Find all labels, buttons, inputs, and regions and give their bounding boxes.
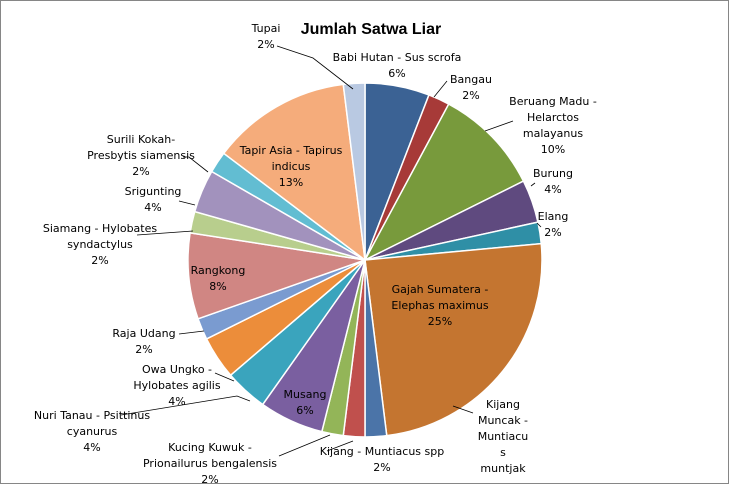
slice-label-line: Prionailurus bengalensis — [143, 457, 277, 470]
slice-label-line: Elang — [538, 210, 569, 223]
slice-label-line: Tupai — [251, 22, 281, 35]
slice-label-7: Kijang Muncak - Muntiacu s muntjak — [478, 398, 529, 475]
slice-label-line: Siamang - Hylobates — [43, 222, 158, 235]
slice-label-line: Kijang - Muntiacus spp — [320, 445, 444, 458]
leader-line-11 — [120, 395, 251, 416]
leader-line-4 — [530, 182, 536, 187]
slice-label-line: 4% — [83, 441, 100, 454]
slice-label-9: Kucing Kuwuk - Prionailurus bengalensis 2% — [143, 441, 277, 486]
pie-slice-6 — [364, 242, 543, 437]
slice-label-line: 4% — [168, 395, 185, 408]
slice-label-10: Musang 6% — [284, 388, 327, 417]
slice-label-3: Beruang Madu - Helarctos malayanus 10% — [509, 95, 597, 156]
slice-label-line: 10% — [541, 143, 565, 156]
slice-label-line: 2% — [135, 343, 152, 356]
pie-slice-19 — [342, 82, 366, 261]
slice-label-line: 4% — [144, 201, 161, 214]
slice-label-line: 6% — [296, 404, 313, 417]
slice-label-line: Muncak - — [478, 414, 528, 427]
slice-label-line: 2% — [544, 226, 561, 239]
slice-label-14: Rangkong 8% — [191, 264, 246, 293]
leader-line-9 — [278, 434, 331, 457]
slice-label-line: 13% — [279, 176, 303, 189]
leader-line-8 — [326, 440, 354, 452]
slice-label-line: Tapir Asia - Tapirus — [239, 144, 343, 157]
slice-label-15: Siamang - Hylobates syndactylus 2% — [43, 222, 158, 267]
leader-line-17 — [183, 156, 209, 173]
slice-label-line: 25% — [428, 315, 452, 328]
slice-label-line: 6% — [388, 67, 405, 80]
slice-label-line: 2% — [257, 38, 274, 51]
leader-line-3 — [484, 120, 514, 132]
slice-label-18: Tapir Asia - Tapirus indicus 13% — [239, 144, 343, 189]
slice-label-4: Burung 4% — [533, 167, 573, 196]
slice-label-6: Gajah Sumatera - Elephas maximus 25% — [391, 283, 488, 328]
pie-slice-18 — [222, 83, 366, 262]
slice-label-line: Bangau — [450, 73, 492, 86]
leader-line-2 — [433, 80, 448, 98]
slice-label-line: Srigunting — [125, 185, 182, 198]
leader-line-7 — [452, 405, 474, 414]
leader-line-12 — [214, 372, 235, 382]
slice-label-line: Musang — [284, 388, 327, 401]
slice-label-line: 2% — [132, 165, 149, 178]
slice-label-line: Elephas maximus — [391, 299, 488, 312]
slice-label-line: indicus — [272, 160, 311, 173]
slice-label-line: 2% — [91, 254, 108, 267]
slice-label-line: muntjak — [480, 462, 526, 475]
chart-title: Jumlah Satwa Liar — [301, 21, 442, 38]
slice-label-line: Presbytis siamensis — [87, 149, 195, 162]
slice-label-line: syndactylus — [67, 238, 133, 251]
slice-label-line: Burung — [533, 167, 573, 180]
slice-label-11: Nuri Tanau - Psittinus cyanurus 4% — [34, 409, 150, 454]
slice-label-2: Bangau 2% — [450, 73, 492, 102]
leader-line-13 — [178, 330, 205, 335]
slice-label-line: Hylobates agilis — [133, 379, 220, 392]
slice-label-line: 8% — [209, 280, 226, 293]
slice-label-line: 4% — [544, 183, 561, 196]
leader-line-5 — [536, 222, 542, 228]
slice-label-line: Gajah Sumatera - — [392, 283, 489, 296]
slice-label-line: Kijang — [486, 398, 520, 411]
slice-label-line: 2% — [201, 473, 218, 486]
slice-label-line: cyanurus — [67, 425, 118, 438]
leader-line-16 — [178, 200, 196, 206]
slice-label-line: Beruang Madu - — [509, 95, 597, 108]
slice-label-line: Babi Hutan - Sus scrofa — [333, 51, 462, 64]
slice-label-line: Surili Kokah- — [107, 133, 175, 146]
leader-line-19 — [276, 45, 354, 90]
slice-label-13: Raja Udang 2% — [112, 327, 175, 356]
slice-label-17: Surili Kokah- Presbytis siamensis 2% — [87, 133, 195, 178]
pie-slice-3 — [363, 103, 525, 262]
slice-label-line: Nuri Tanau - Psittinus — [34, 409, 150, 422]
slice-label-line: Raja Udang — [112, 327, 175, 340]
slice-label-line: Owa Ungko - — [142, 363, 212, 376]
slice-label-1: Babi Hutan - Sus scrofa 6% — [333, 51, 462, 80]
leader-line-15 — [136, 230, 194, 236]
slice-label-line: s — [500, 446, 506, 459]
slice-label-line: Kucing Kuwuk - — [168, 441, 252, 454]
slice-label-16: Srigunting 4% — [125, 185, 182, 214]
slice-label-5: Elang 2% — [538, 210, 569, 239]
slice-label-line: Muntiacu — [478, 430, 529, 443]
slice-label-12: Owa Ungko - Hylobates agilis 4% — [133, 363, 220, 408]
slice-label-8: Kijang - Muntiacus spp 2% — [320, 445, 444, 474]
slice-label-line: malayanus — [523, 127, 583, 140]
slice-label-19: Tupai 2% — [251, 22, 281, 51]
slice-label-line: Rangkong — [191, 264, 246, 277]
slice-label-line: Helarctos — [527, 111, 579, 124]
slice-label-line: 2% — [373, 461, 390, 474]
slice-label-line: 2% — [462, 89, 479, 102]
